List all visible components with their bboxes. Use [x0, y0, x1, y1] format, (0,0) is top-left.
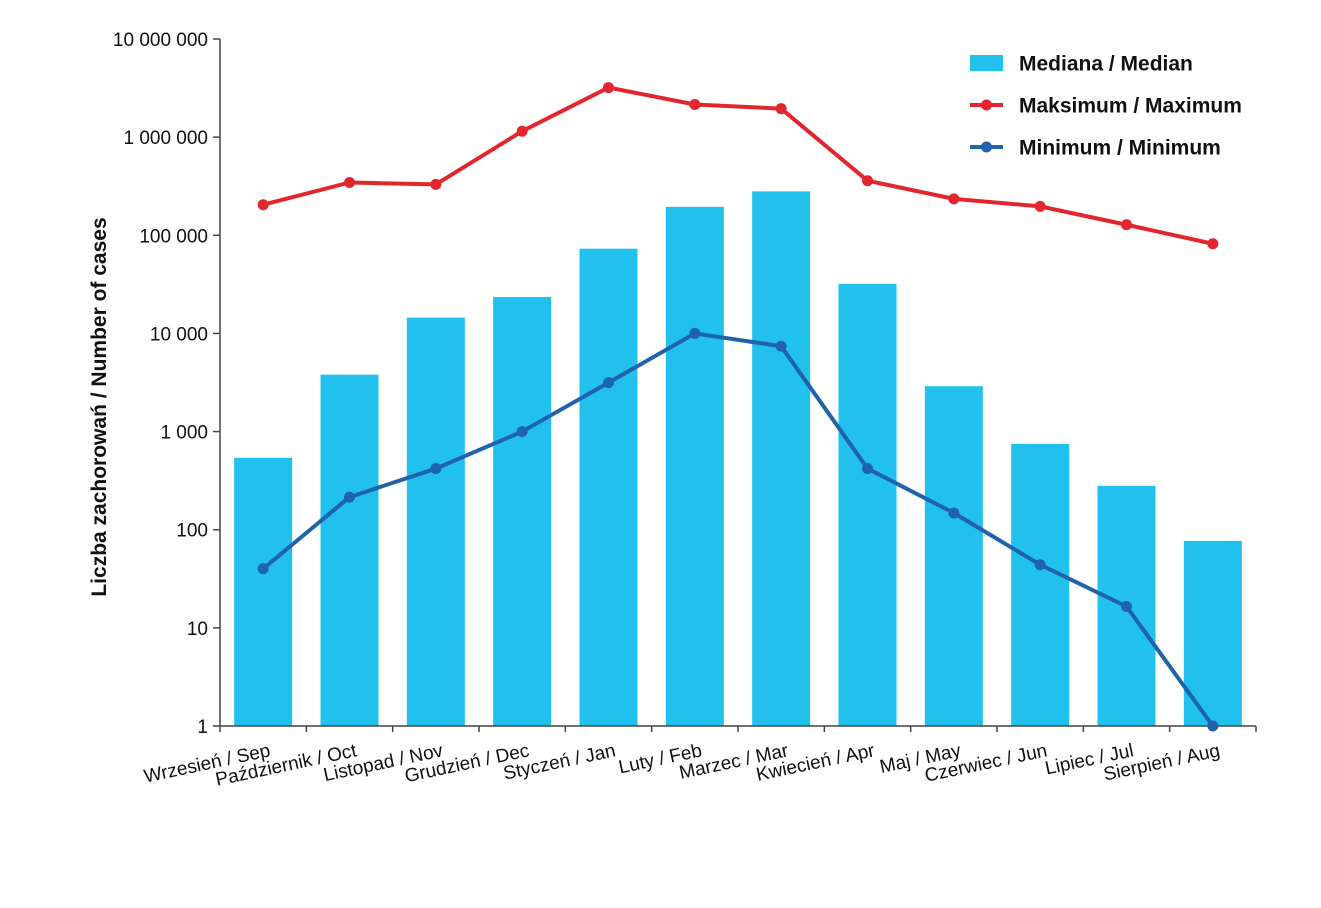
bar-median-1: [320, 374, 379, 726]
y-tick-label-3: 1 000: [160, 423, 208, 444]
y-tick-label-2: 100: [176, 521, 208, 542]
point-minimum-11: [1207, 720, 1219, 732]
bar-median-8: [924, 386, 983, 726]
point-maximum-5: [689, 99, 701, 111]
point-maximum-7: [862, 175, 873, 187]
bar-median-5: [665, 206, 724, 726]
point-maximum-0: [257, 199, 269, 211]
point-maximum-2: [430, 178, 442, 190]
point-maximum-11: [1207, 238, 1219, 250]
bar-median-2: [406, 317, 465, 726]
point-minimum-0: [257, 563, 269, 575]
line-maximum: [261, 85, 1215, 246]
point-maximum-8: [948, 193, 960, 205]
lines-layer: [257, 82, 1219, 732]
legend-marker-minimum: [981, 141, 992, 153]
point-minimum-1: [344, 491, 355, 503]
legend-label-minimum: Minimum / Minimum: [1019, 137, 1221, 160]
bar-median-4: [579, 248, 638, 726]
point-minimum-6: [775, 340, 787, 352]
point-maximum-3: [516, 125, 528, 137]
bars-layer: [234, 191, 1242, 726]
point-maximum-9: [1034, 200, 1046, 212]
y-tick-label-5: 100 000: [139, 226, 208, 247]
y-axis-title: Liczba zachorowań / Number of cases: [88, 217, 111, 596]
bar-median-7: [838, 283, 897, 726]
point-minimum-9: [1034, 559, 1046, 571]
y-tick-label-6: 1 000 000: [123, 128, 208, 149]
point-maximum-6: [775, 103, 787, 115]
point-maximum-1: [344, 177, 355, 188]
point-minimum-4: [603, 377, 614, 389]
y-tick-label-7: 10 000 000: [113, 30, 208, 51]
y-tick-label-0: 1: [197, 717, 208, 738]
point-minimum-2: [430, 463, 442, 475]
bar-median-6: [752, 191, 811, 726]
legend-label-maximum: Maksimum / Maximum: [1019, 95, 1242, 118]
bar-median-9: [1011, 443, 1070, 726]
y-tick-label-1: 10: [187, 619, 208, 640]
legend-label-median: Mediana / Median: [1019, 53, 1193, 76]
y-tick-label-4: 10 000: [150, 324, 208, 345]
legend-layer: Mediana / Median Maksimum / Maximum Minimu…: [970, 53, 1242, 160]
legend-marker-maximum: [981, 99, 992, 111]
line-minimum: [261, 331, 1215, 728]
point-minimum-3: [516, 426, 528, 438]
bar-median-11: [1183, 540, 1242, 726]
legend-swatch-median: [970, 55, 1003, 71]
bar-median-3: [493, 297, 552, 726]
point-minimum-5: [689, 327, 701, 339]
point-minimum-7: [862, 463, 873, 475]
point-minimum-10: [1121, 601, 1132, 613]
point-maximum-4: [603, 82, 614, 94]
point-maximum-10: [1121, 219, 1132, 231]
point-minimum-8: [948, 507, 960, 519]
axes-layer: [213, 38, 1257, 732]
bar-median-0: [234, 457, 293, 726]
